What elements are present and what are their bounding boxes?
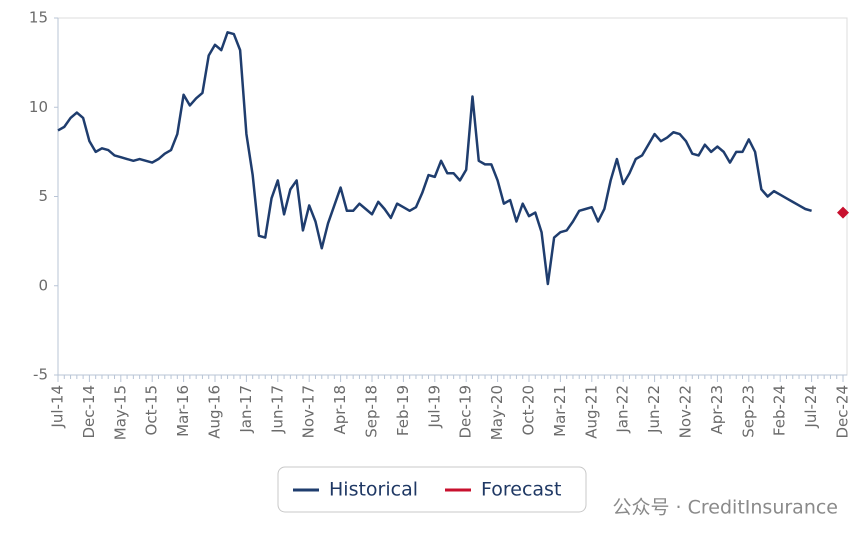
legend-label: Forecast	[481, 479, 561, 501]
x-tick-label: Jul-24	[802, 385, 820, 429]
x-tick-label: Jul-19	[425, 385, 443, 429]
x-tick-label: Feb-24	[771, 385, 789, 436]
y-tick-label: -5	[33, 366, 48, 384]
x-tick-label: Dec-19	[457, 385, 475, 439]
x-tick-label: Jan-17	[237, 385, 255, 434]
x-tick-label: Mar-21	[551, 385, 569, 437]
x-tick-label: Apr-23	[708, 385, 726, 435]
x-tick-label: Feb-19	[394, 385, 412, 436]
legend-label: Historical	[329, 479, 418, 501]
x-tick-label: May-15	[111, 385, 129, 440]
x-tick-label: Sep-23	[739, 385, 757, 438]
x-tick-label: May-20	[488, 385, 506, 440]
x-tick-label: Oct-15	[143, 385, 161, 435]
legend	[277, 466, 587, 513]
x-tick-label: Nov-17	[300, 385, 318, 438]
x-tick-label: Aug-16	[206, 385, 224, 439]
forecast-point	[837, 206, 849, 219]
y-tick-label: 15	[29, 9, 48, 27]
y-tick-label: 5	[38, 187, 48, 205]
x-tick-label: Jul-14	[49, 385, 67, 429]
x-tick-label: Oct-20	[520, 385, 538, 435]
x-tick-label: Jun-17	[268, 385, 286, 434]
x-tick-label: Nov-22	[677, 385, 695, 438]
x-tick-label: Mar-16	[174, 385, 192, 437]
x-tick-label: Sep-18	[363, 385, 381, 438]
y-tick-label: 0	[38, 276, 48, 294]
y-tick-label: 10	[29, 98, 48, 116]
plot-area	[57, 17, 848, 376]
x-tick-label: Dec-24	[834, 385, 852, 439]
x-tick-label: Jun-22	[645, 385, 663, 434]
x-tick-label: Dec-14	[80, 385, 98, 439]
x-tick-label: Jan-22	[614, 385, 632, 434]
x-tick-label: Apr-18	[331, 385, 349, 435]
x-tick-label: Aug-21	[582, 385, 600, 439]
series-line	[57, 31, 812, 286]
watermark: 公众号 · CreditInsurance	[613, 497, 838, 519]
